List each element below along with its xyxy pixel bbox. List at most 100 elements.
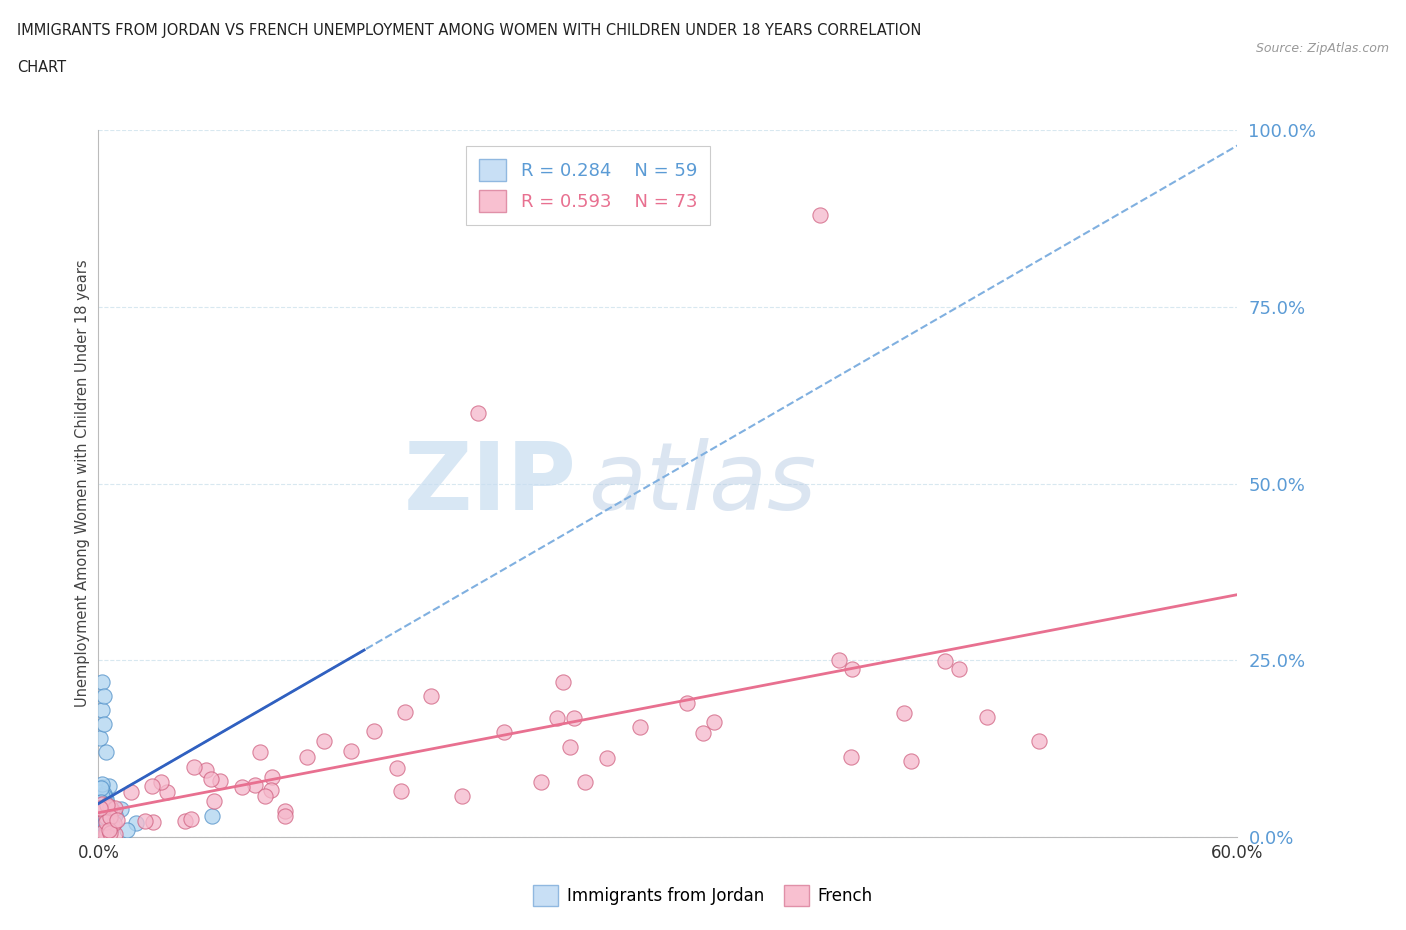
Point xyxy=(91,803,114,817)
Point xyxy=(94,791,117,806)
Point xyxy=(254,789,277,804)
Point xyxy=(89,785,111,800)
Point xyxy=(245,777,267,792)
Point xyxy=(295,749,318,764)
Point xyxy=(90,797,112,812)
Point xyxy=(96,827,118,842)
Point xyxy=(105,813,128,828)
Point xyxy=(94,793,117,808)
Point xyxy=(389,783,412,798)
Point xyxy=(90,807,112,822)
Point xyxy=(97,805,120,820)
Point xyxy=(195,763,218,777)
Point xyxy=(948,661,970,676)
Point xyxy=(89,815,111,830)
Point xyxy=(93,801,115,816)
Text: IMMIGRANTS FROM JORDAN VS FRENCH UNEMPLOYMENT AMONG WOMEN WITH CHILDREN UNDER 18: IMMIGRANTS FROM JORDAN VS FRENCH UNEMPLO… xyxy=(17,23,921,38)
Point xyxy=(394,705,416,720)
Point xyxy=(100,817,122,832)
Point xyxy=(841,661,863,676)
Point xyxy=(94,818,117,833)
Point xyxy=(98,801,121,816)
Point xyxy=(125,816,148,830)
Point xyxy=(900,754,922,769)
Point xyxy=(90,789,112,804)
Point xyxy=(494,724,516,739)
Point xyxy=(94,815,117,830)
Point xyxy=(94,817,117,831)
Point xyxy=(90,794,112,809)
Point xyxy=(90,791,112,806)
Point xyxy=(596,751,619,765)
Point xyxy=(91,825,114,840)
Point xyxy=(89,781,111,796)
Point xyxy=(260,770,283,785)
Point xyxy=(1028,734,1050,749)
Point xyxy=(90,795,112,810)
Point xyxy=(91,813,114,828)
Point xyxy=(274,808,297,823)
Point xyxy=(89,792,111,807)
Point xyxy=(628,720,651,735)
Text: ZIP: ZIP xyxy=(404,438,576,529)
Point xyxy=(142,815,165,830)
Point xyxy=(839,750,862,764)
Point xyxy=(91,804,114,818)
Point xyxy=(96,797,118,812)
Point xyxy=(98,778,121,793)
Point xyxy=(89,801,111,816)
Point xyxy=(100,820,122,835)
Point xyxy=(260,782,283,797)
Point xyxy=(90,781,112,796)
Text: atlas: atlas xyxy=(588,438,817,529)
Point xyxy=(201,808,224,823)
Point xyxy=(90,781,112,796)
Point xyxy=(91,779,114,794)
Point xyxy=(93,688,115,703)
Point xyxy=(274,804,297,818)
Point xyxy=(104,807,127,822)
Point xyxy=(202,794,225,809)
Point xyxy=(93,817,115,832)
Point xyxy=(231,779,253,794)
Point xyxy=(893,706,915,721)
Point xyxy=(110,802,132,817)
Point xyxy=(90,777,112,791)
Point xyxy=(134,814,156,829)
Point xyxy=(467,405,489,420)
Point xyxy=(363,724,385,738)
Point xyxy=(150,775,173,790)
Point xyxy=(976,710,998,724)
Point xyxy=(141,778,163,793)
Point xyxy=(312,734,335,749)
Point xyxy=(200,772,222,787)
Point xyxy=(87,806,110,821)
Point xyxy=(91,795,114,810)
Point xyxy=(120,785,142,800)
Point xyxy=(93,716,115,731)
Point xyxy=(94,809,117,824)
Point xyxy=(98,825,121,840)
Point xyxy=(180,812,202,827)
Point xyxy=(808,207,831,222)
Point xyxy=(91,803,114,817)
Point xyxy=(94,818,117,833)
Point xyxy=(173,814,195,829)
Point xyxy=(98,811,121,826)
Point xyxy=(558,739,581,754)
Point xyxy=(103,816,125,830)
Point xyxy=(91,813,114,828)
Point xyxy=(90,795,112,810)
Point xyxy=(546,711,568,725)
Point xyxy=(676,696,699,711)
Point xyxy=(94,816,117,830)
Point xyxy=(419,688,441,703)
Text: CHART: CHART xyxy=(17,60,66,75)
Point xyxy=(93,787,115,802)
Point xyxy=(340,743,363,758)
Point xyxy=(115,822,138,837)
Point xyxy=(385,760,408,775)
Point xyxy=(90,793,112,808)
Point xyxy=(828,653,851,668)
Legend: Immigrants from Jordan, French: Immigrants from Jordan, French xyxy=(527,879,879,912)
